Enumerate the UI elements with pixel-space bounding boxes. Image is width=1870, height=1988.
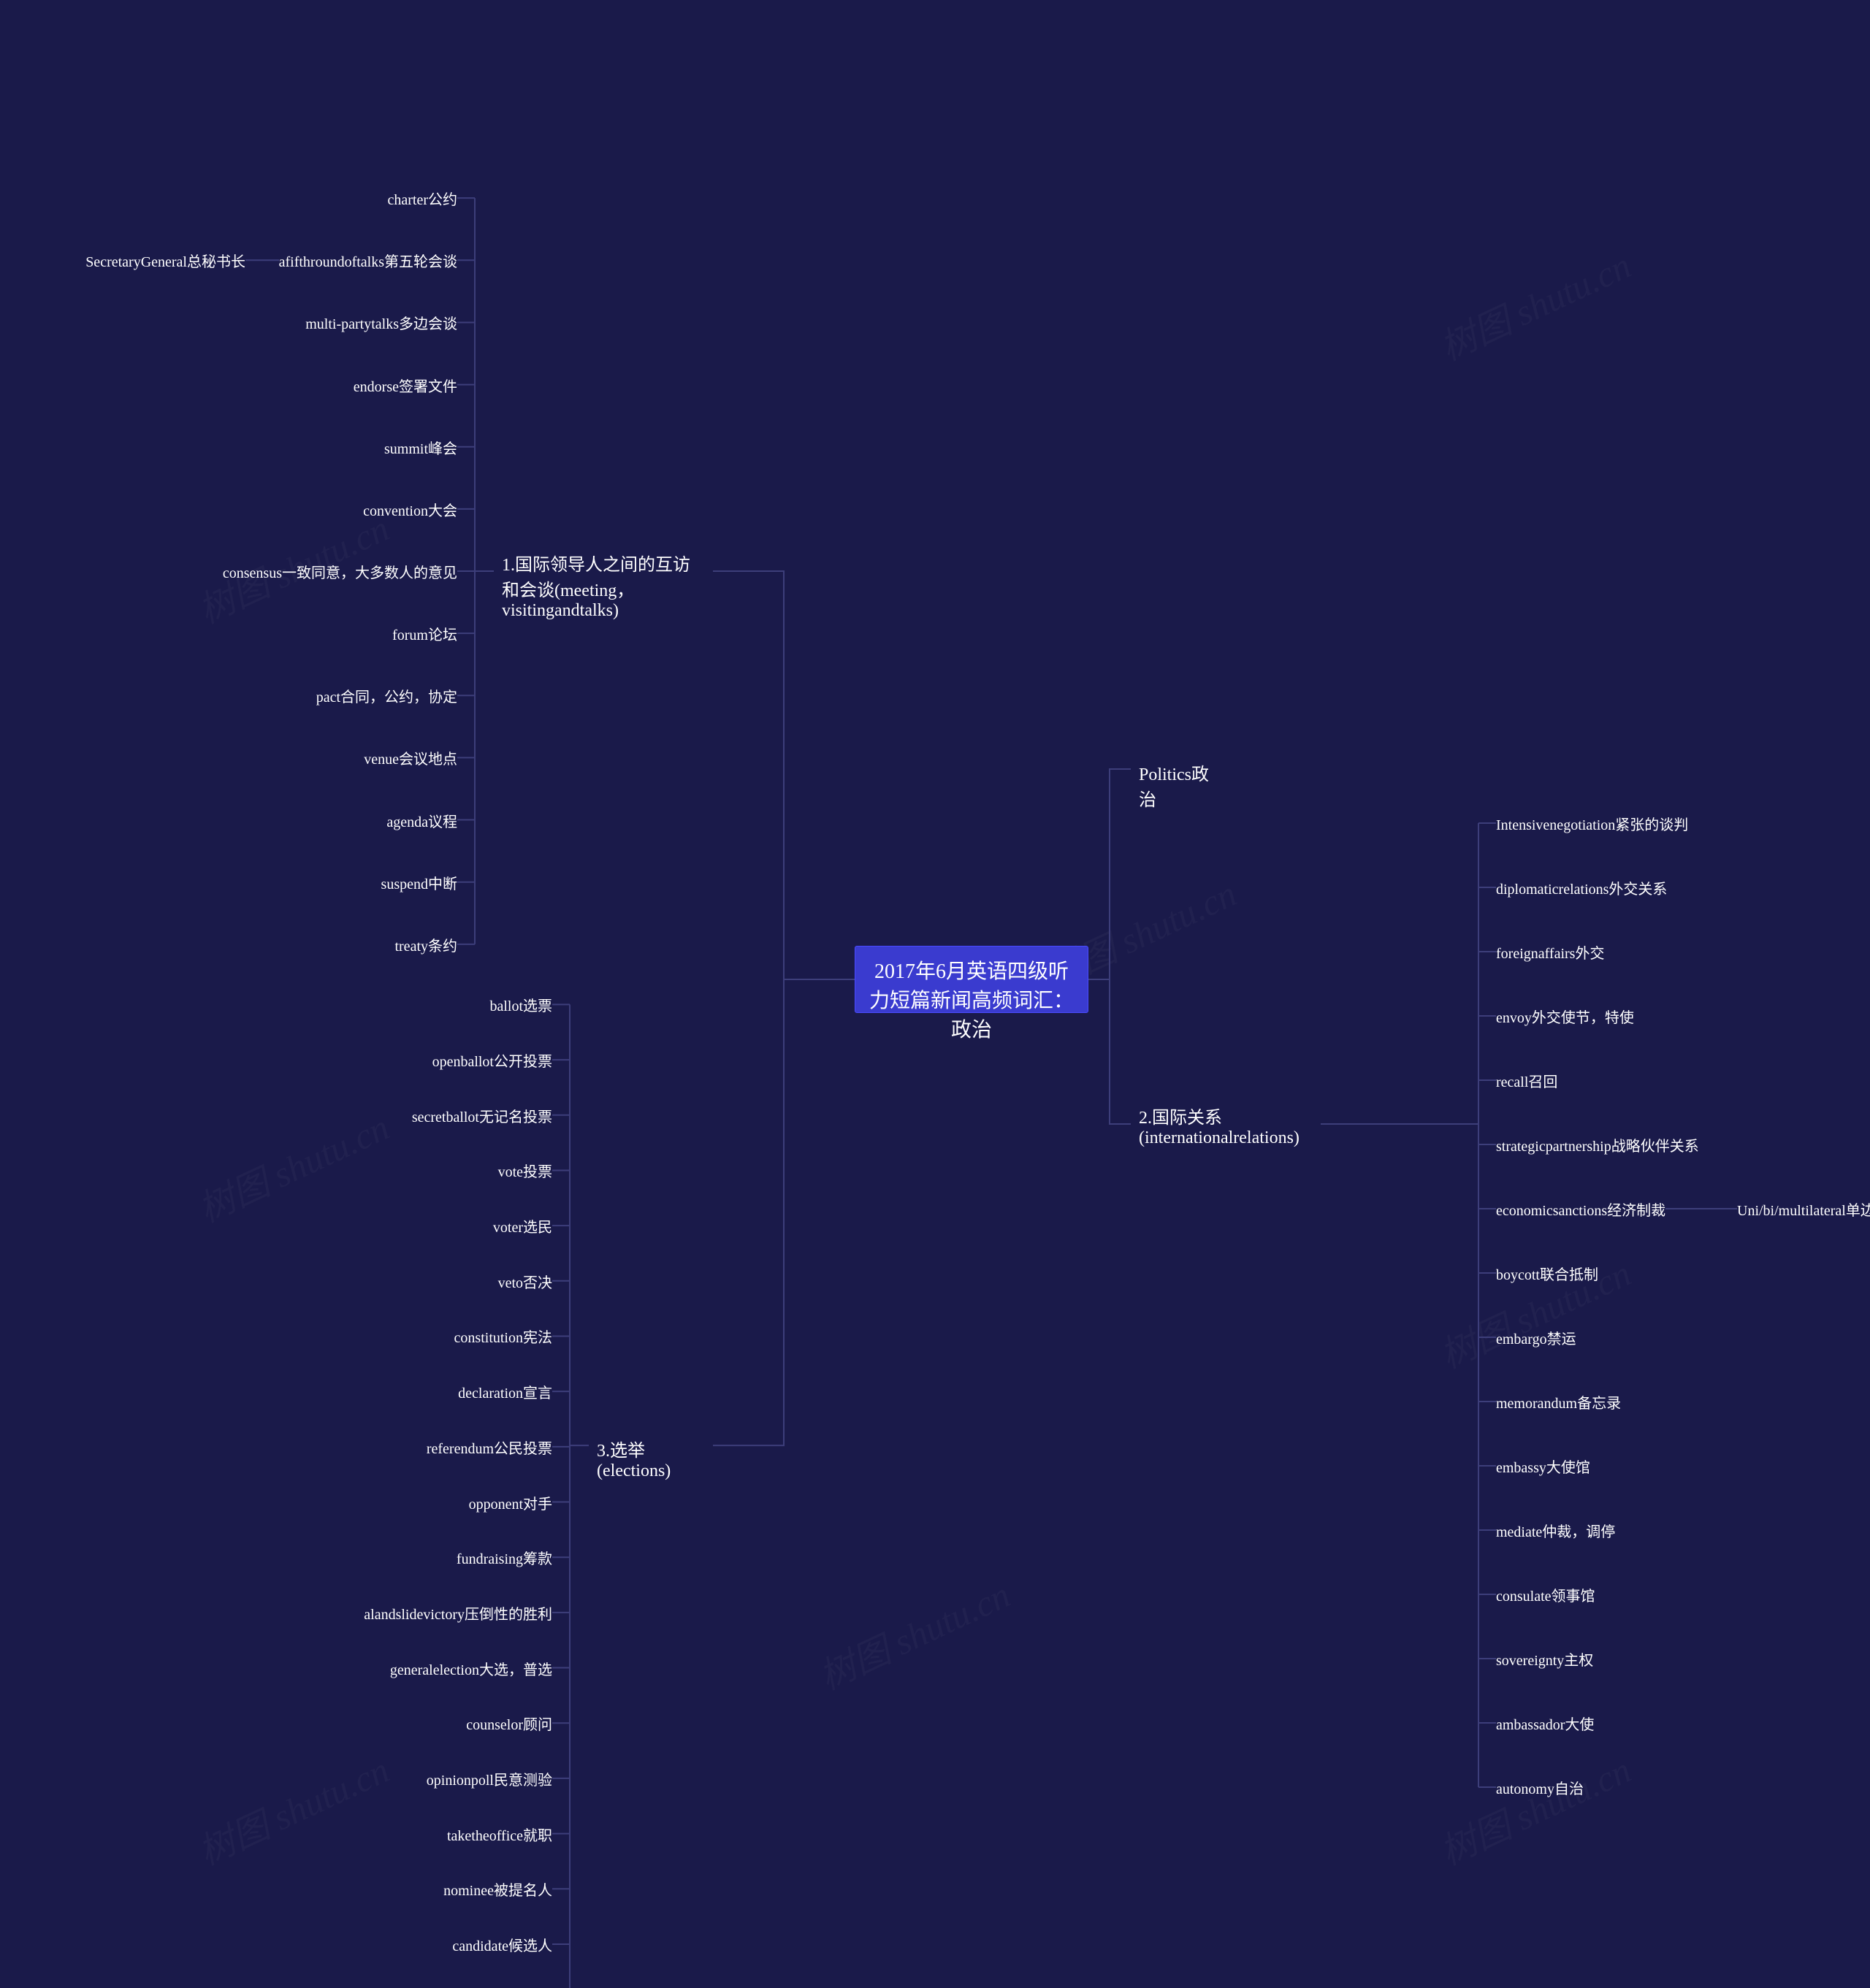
leaf-node[interactable]: venue会议地点 (364, 747, 457, 768)
watermark: 树图 shutu.cn (188, 1741, 397, 1876)
leaf-node[interactable]: ballot选票 (489, 994, 552, 1015)
center-node[interactable]: 2017年6月英语四级听力短篇新闻高频词汇：政治 (855, 946, 1088, 1013)
leaf-node[interactable]: recall召回 (1496, 1070, 1557, 1091)
leaf-node[interactable]: forum论坛 (392, 623, 457, 644)
leaf-node[interactable]: ambassador大使 (1496, 1713, 1594, 1734)
leaf-node[interactable]: openballot公开投票 (432, 1050, 552, 1071)
leaf-node[interactable]: strategicpartnership战略伙伴关系 (1496, 1134, 1699, 1155)
leaf-node[interactable]: sovereignty主权 (1496, 1648, 1593, 1670)
leaf-node[interactable]: veto否决 (498, 1271, 552, 1292)
leaf-node[interactable]: consensus一致同意，大多数人的意见 (223, 561, 457, 582)
leaf-node[interactable]: mediate仲裁，调停 (1496, 1520, 1615, 1541)
leaf-node[interactable]: memorandum备忘录 (1496, 1391, 1621, 1412)
watermark: 树图 shutu.cn (1430, 1741, 1638, 1876)
leaf-node[interactable]: treaty条约 (394, 934, 457, 955)
leaf-node[interactable]: generalelection大选，普选 (390, 1658, 552, 1679)
leaf-node[interactable]: endorse签署文件 (354, 375, 457, 396)
leaf-node[interactable]: candidate候选人 (452, 1934, 552, 1955)
leaf-node[interactable]: diplomaticrelations外交关系 (1496, 877, 1667, 898)
leaf-node[interactable]: constitution宪法 (454, 1326, 552, 1347)
leaf-node[interactable]: autonomy自治 (1496, 1777, 1584, 1798)
leaf-node[interactable]: suspend中断 (381, 872, 457, 893)
leaf-node[interactable]: summit峰会 (384, 437, 457, 458)
branch-node[interactable]: 3.选举(elections) (589, 1431, 713, 1486)
leaf-node[interactable]: counselor顾问 (466, 1713, 552, 1734)
branch-node[interactable]: Politics政治 (1131, 754, 1233, 816)
leaf-node[interactable]: Intensivenegotiation紧张的谈判 (1496, 813, 1688, 834)
leaf-node[interactable]: boycott联合抵制 (1496, 1263, 1598, 1284)
leaf-node[interactable]: nominee被提名人 (443, 1878, 552, 1900)
leaf-node[interactable]: consulate领事馆 (1496, 1584, 1595, 1605)
leaf-node[interactable]: envoy外交使节，特使 (1496, 1006, 1634, 1027)
leaf-node[interactable]: agenda议程 (386, 810, 457, 831)
mindmap-canvas: 树图 shutu.cn 树图 shutu.cn 树图 shutu.cn 树图 shut… (0, 0, 1870, 1988)
leaf-node[interactable]: foreignaffairs外交 (1496, 941, 1604, 963)
leaf-node[interactable]: multi-partytalks多边会谈 (305, 312, 457, 333)
leaf-node[interactable]: pact合同，公约，协定 (316, 685, 457, 706)
watermark: 树图 shutu.cn (188, 1098, 397, 1233)
leaf-node[interactable]: opponent对手 (469, 1492, 552, 1513)
watermark: 树图 shutu.cn (809, 1566, 1018, 1700)
leaf-node[interactable]: secretballot无记名投票 (412, 1105, 552, 1126)
leaf-node[interactable]: declaration宣言 (458, 1381, 552, 1402)
leaf-node[interactable]: Uni/bi/multilateral单边/双边/多边的 (1737, 1198, 1870, 1220)
leaf-node[interactable]: voter选民 (493, 1215, 552, 1236)
watermark: 树图 shutu.cn (1430, 237, 1638, 371)
leaf-node[interactable]: charter公约 (387, 188, 457, 209)
leaf-node[interactable]: opinionpoll民意测验 (427, 1768, 552, 1789)
leaf-node[interactable]: embassy大使馆 (1496, 1456, 1590, 1477)
leaf-node[interactable]: economicsanctions经济制裁 (1496, 1198, 1665, 1220)
leaf-node[interactable]: fundraising筹款 (457, 1547, 552, 1568)
leaf-node[interactable]: convention大会 (363, 499, 457, 520)
leaf-node[interactable]: afifthroundoftalks第五轮会谈 (279, 250, 457, 271)
branch-node[interactable]: 1.国际领导人之间的互访和会谈(meeting，visitingandtalks… (494, 545, 713, 626)
leaf-node[interactable]: referendum公民投票 (427, 1437, 552, 1458)
leaf-node[interactable]: embargo禁运 (1496, 1327, 1576, 1348)
leaf-node[interactable]: vote投票 (498, 1160, 552, 1181)
leaf-node[interactable]: SecretaryGeneral总秘书长 (85, 250, 245, 271)
leaf-node[interactable]: alandslidevictory压倒性的胜利 (364, 1602, 552, 1624)
leaf-node[interactable]: taketheoffice就职 (447, 1824, 552, 1845)
branch-node[interactable]: 2.国际关系(internationalrelations) (1131, 1098, 1321, 1153)
